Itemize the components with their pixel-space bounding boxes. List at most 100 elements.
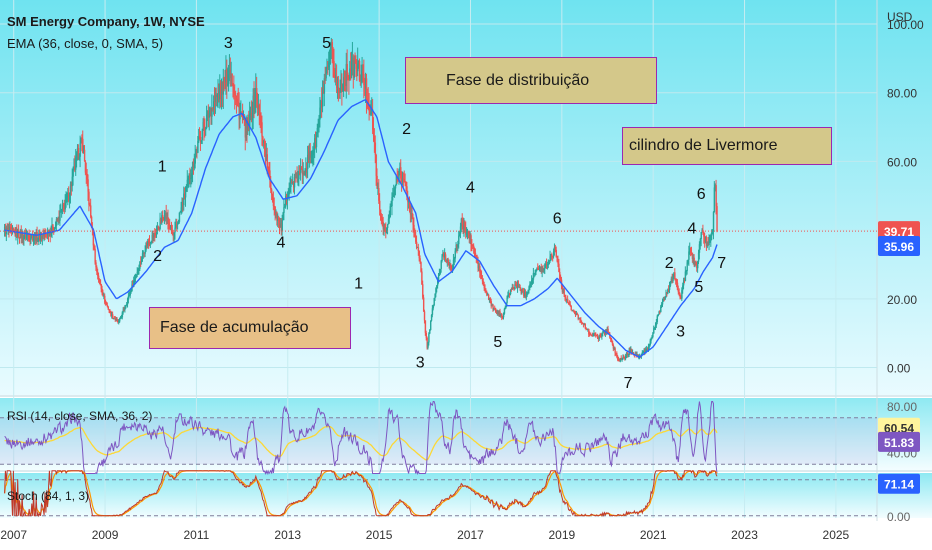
- candle-body: [210, 109, 212, 117]
- candle-body: [195, 151, 197, 157]
- candle-body: [150, 241, 153, 243]
- candle-body: [371, 109, 373, 113]
- candle-body: [581, 322, 583, 324]
- candle-body: [445, 259, 448, 262]
- candle-body: [73, 166, 75, 170]
- candle-body: [305, 167, 307, 173]
- candle-body: [291, 182, 293, 183]
- accumulation-phase-note[interactable]: Fase de acumulação: [149, 307, 351, 349]
- distribution-phase-note[interactable]: Fase de distribuição: [405, 57, 657, 104]
- candle-body: [668, 289, 670, 291]
- candle-body: [42, 235, 45, 237]
- candle-body: [688, 251, 690, 260]
- candle-body: [455, 244, 457, 251]
- candle-body: [423, 311, 426, 321]
- candle-body: [528, 286, 530, 290]
- candle-body: [32, 234, 34, 241]
- candle-body: [22, 232, 24, 239]
- candle-body: [352, 57, 355, 78]
- candle-body: [99, 279, 102, 285]
- candle-body: [206, 114, 208, 128]
- candle-body: [117, 319, 119, 323]
- candle-body: [90, 216, 93, 228]
- candle-body: [587, 329, 589, 330]
- candle-body: [152, 234, 154, 238]
- candle-body: [530, 282, 532, 285]
- candle-body: [144, 250, 146, 254]
- candle-body: [54, 225, 57, 228]
- candle-body: [436, 285, 438, 289]
- candle-body: [196, 151, 198, 153]
- candle-body: [577, 315, 579, 320]
- candle-body: [411, 213, 413, 220]
- candle-body: [399, 167, 401, 170]
- candle-body: [218, 93, 220, 100]
- candle-body: [95, 262, 97, 268]
- candle-body: [659, 311, 661, 313]
- x-tick-label: 2019: [548, 528, 575, 542]
- candle-body: [232, 83, 234, 88]
- candle-body: [149, 242, 152, 244]
- candle-body: [415, 236, 417, 242]
- candle-body: [68, 192, 70, 201]
- candle-body: [711, 232, 713, 236]
- candle-body: [85, 172, 88, 174]
- candle-body: [211, 107, 213, 117]
- candle-body: [293, 177, 296, 188]
- candle-body: [306, 167, 308, 170]
- candle-body: [527, 289, 529, 293]
- candle-body: [418, 251, 420, 259]
- candle-body: [692, 257, 695, 259]
- candle-body: [271, 189, 273, 195]
- candle-body: [357, 63, 359, 72]
- candle-body: [270, 179, 272, 190]
- candle-body: [114, 318, 117, 320]
- candle-body: [535, 269, 537, 273]
- candle-body: [161, 215, 163, 223]
- candle-body: [708, 241, 710, 246]
- candle-body: [379, 209, 382, 217]
- candle-body: [224, 77, 226, 83]
- candle-body: [78, 156, 81, 160]
- candle-body: [406, 186, 408, 198]
- candle-body: [401, 178, 404, 182]
- candle-body: [353, 60, 355, 78]
- candle-body: [324, 78, 326, 79]
- candle-body: [175, 224, 177, 228]
- candle-body: [300, 168, 303, 169]
- candle-body: [403, 178, 406, 183]
- candle-body: [467, 232, 470, 233]
- candle-body: [441, 256, 443, 262]
- candle-body: [287, 194, 290, 198]
- candle-body: [412, 219, 414, 225]
- candle-body: [453, 258, 456, 260]
- candle-body: [327, 66, 329, 68]
- candle-body: [458, 235, 460, 245]
- candle-body: [242, 116, 244, 120]
- candle-body: [207, 110, 210, 118]
- candle-body: [217, 93, 219, 95]
- candle-body: [315, 134, 318, 148]
- candle-body: [642, 352, 644, 353]
- candle-body: [332, 49, 334, 62]
- candle-body: [531, 279, 534, 281]
- candle-body: [31, 234, 33, 238]
- candle-body: [272, 197, 275, 206]
- candle-body: [462, 223, 464, 230]
- candle-body: [21, 232, 23, 238]
- candle-body: [220, 82, 223, 95]
- candle-body: [104, 295, 106, 303]
- candle-body: [622, 357, 624, 359]
- candle-body: [199, 137, 202, 143]
- candle-body: [409, 206, 412, 215]
- candle-body: [596, 335, 599, 338]
- livermore-note[interactable]: cilindro de Livermore: [622, 127, 832, 165]
- ema-indicator-label[interactable]: EMA (36, close, 0, SMA, 5): [7, 36, 164, 51]
- candle-body: [162, 215, 164, 218]
- candle-body: [227, 83, 229, 86]
- candle-body: [552, 256, 554, 258]
- candle-body: [480, 272, 482, 276]
- wave-label: 3: [676, 324, 685, 341]
- candle-body: [111, 314, 113, 316]
- candle-body: [71, 176, 74, 187]
